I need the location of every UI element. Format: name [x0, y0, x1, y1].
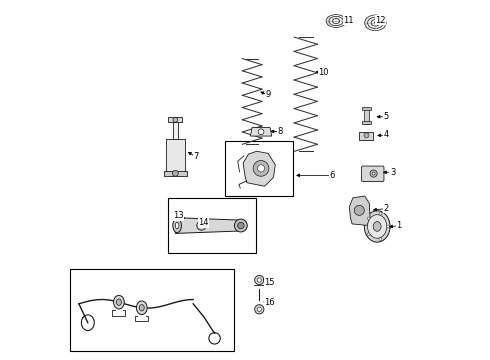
- Ellipse shape: [173, 219, 181, 233]
- Ellipse shape: [368, 215, 387, 238]
- Bar: [168, 198, 256, 253]
- Ellipse shape: [136, 301, 147, 315]
- FancyBboxPatch shape: [362, 166, 384, 181]
- Bar: [70, 269, 234, 351]
- FancyBboxPatch shape: [359, 132, 373, 140]
- Circle shape: [367, 233, 370, 236]
- Circle shape: [387, 225, 390, 228]
- Circle shape: [379, 212, 382, 215]
- Bar: [173, 121, 178, 139]
- Text: 8: 8: [277, 127, 282, 136]
- Text: 16: 16: [264, 298, 274, 307]
- Text: 12: 12: [375, 16, 386, 25]
- Polygon shape: [250, 127, 272, 136]
- Circle shape: [257, 278, 262, 282]
- Text: 14: 14: [198, 219, 209, 228]
- Circle shape: [238, 222, 244, 229]
- Text: 13: 13: [173, 211, 184, 220]
- Circle shape: [173, 118, 178, 122]
- Bar: [364, 109, 369, 123]
- Circle shape: [258, 129, 264, 135]
- Text: 9: 9: [266, 90, 271, 99]
- Circle shape: [253, 161, 269, 176]
- Bar: [362, 121, 371, 123]
- Polygon shape: [243, 151, 275, 186]
- Text: 15: 15: [264, 278, 274, 287]
- Circle shape: [255, 305, 264, 314]
- Ellipse shape: [175, 222, 179, 229]
- Text: 5: 5: [384, 112, 389, 121]
- Text: 3: 3: [390, 168, 395, 177]
- Text: 10: 10: [318, 68, 329, 77]
- Circle shape: [172, 170, 178, 176]
- Text: 2: 2: [384, 204, 389, 213]
- Text: 6: 6: [329, 171, 335, 180]
- Circle shape: [234, 219, 247, 232]
- Bar: [362, 108, 371, 111]
- Circle shape: [364, 133, 369, 138]
- Circle shape: [370, 170, 377, 177]
- Text: 4: 4: [384, 130, 389, 139]
- Circle shape: [199, 224, 204, 228]
- Ellipse shape: [114, 296, 124, 309]
- Bar: [166, 139, 185, 174]
- Circle shape: [257, 307, 262, 311]
- Bar: [225, 141, 293, 196]
- Polygon shape: [349, 196, 370, 225]
- Bar: [169, 117, 182, 122]
- Ellipse shape: [117, 299, 122, 305]
- Text: 1: 1: [396, 221, 401, 230]
- Ellipse shape: [139, 305, 144, 311]
- Bar: [164, 171, 187, 176]
- Circle shape: [372, 172, 375, 175]
- Circle shape: [379, 238, 382, 241]
- Circle shape: [255, 275, 264, 285]
- Ellipse shape: [373, 222, 381, 231]
- Circle shape: [197, 221, 206, 230]
- Text: 11: 11: [343, 16, 354, 25]
- Circle shape: [257, 165, 265, 172]
- Polygon shape: [175, 218, 243, 233]
- Circle shape: [354, 205, 364, 215]
- Text: 7: 7: [193, 152, 198, 161]
- Circle shape: [367, 217, 370, 220]
- Ellipse shape: [364, 211, 390, 242]
